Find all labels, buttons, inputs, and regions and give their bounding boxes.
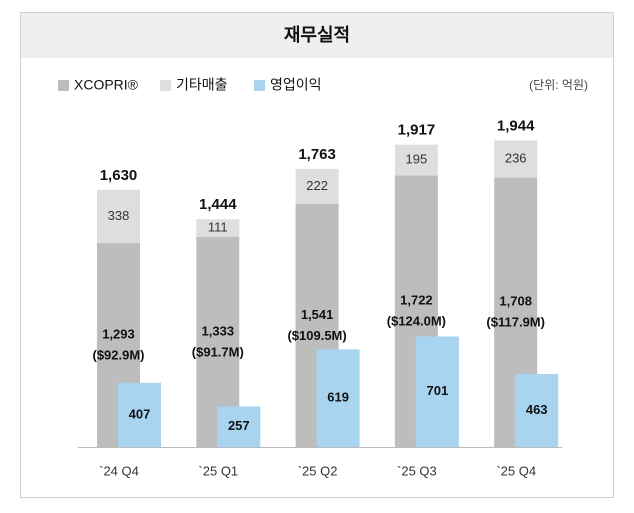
x-tick-label: `25 Q2 xyxy=(298,463,338,478)
data-sublabel: ($109.5M) xyxy=(287,328,346,343)
legend-swatch xyxy=(254,80,265,91)
total-label: 1,917 xyxy=(398,122,436,139)
legend-swatch xyxy=(58,80,69,91)
total-label: 1,763 xyxy=(298,146,336,163)
data-label: 338 xyxy=(108,208,130,223)
data-label: 195 xyxy=(406,151,428,166)
x-tick-label: `25 Q4 xyxy=(496,463,536,478)
data-label: 463 xyxy=(526,402,548,417)
data-label: 1,293 xyxy=(102,326,135,341)
title-band xyxy=(21,13,613,58)
data-label: 111 xyxy=(208,219,228,234)
chart-title: 재무실적 xyxy=(284,25,350,45)
bar-segment xyxy=(394,144,438,176)
data-label: 222 xyxy=(306,178,328,193)
total-label: 1,444 xyxy=(199,196,237,213)
unit-note: (단위: 억원) xyxy=(529,78,588,92)
data-label: 407 xyxy=(129,406,151,421)
legend-label: 기타매출 xyxy=(176,77,228,93)
x-tick-label: `25 Q1 xyxy=(198,463,238,478)
total-label: 1,630 xyxy=(100,167,138,184)
data-label: 236 xyxy=(505,150,527,165)
data-sublabel: ($91.7M) xyxy=(192,344,244,359)
data-label: 701 xyxy=(427,383,449,398)
bar-segment xyxy=(494,140,538,178)
data-label: 257 xyxy=(228,418,250,433)
bar xyxy=(515,373,559,447)
x-tick-label: `24 Q4 xyxy=(99,463,139,478)
bar xyxy=(415,336,459,447)
legend-label: XCOPRI® xyxy=(74,77,139,93)
legend-label: 영업이익 xyxy=(270,77,322,93)
bar-segment xyxy=(97,189,140,244)
bar-segment xyxy=(295,168,339,204)
bar xyxy=(217,406,261,447)
legend-swatch xyxy=(160,80,171,91)
data-sublabel: ($117.9M) xyxy=(486,315,545,330)
data-label: 1,541 xyxy=(301,307,334,322)
total-label: 1,944 xyxy=(497,117,535,134)
bar xyxy=(316,349,360,447)
data-sublabel: ($124.0M) xyxy=(387,314,446,329)
data-label: 1,333 xyxy=(202,323,235,338)
data-label: 619 xyxy=(327,390,349,405)
data-label: 1,708 xyxy=(499,294,532,309)
bar xyxy=(118,382,161,447)
x-tick-label: `25 Q3 xyxy=(397,463,437,478)
data-sublabel: ($92.9M) xyxy=(92,347,144,362)
data-label: 1,722 xyxy=(400,293,433,308)
bar-segment xyxy=(196,219,240,237)
